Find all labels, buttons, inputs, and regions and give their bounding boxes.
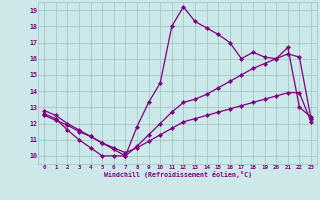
- X-axis label: Windchill (Refroidissement éolien,°C): Windchill (Refroidissement éolien,°C): [104, 171, 252, 178]
